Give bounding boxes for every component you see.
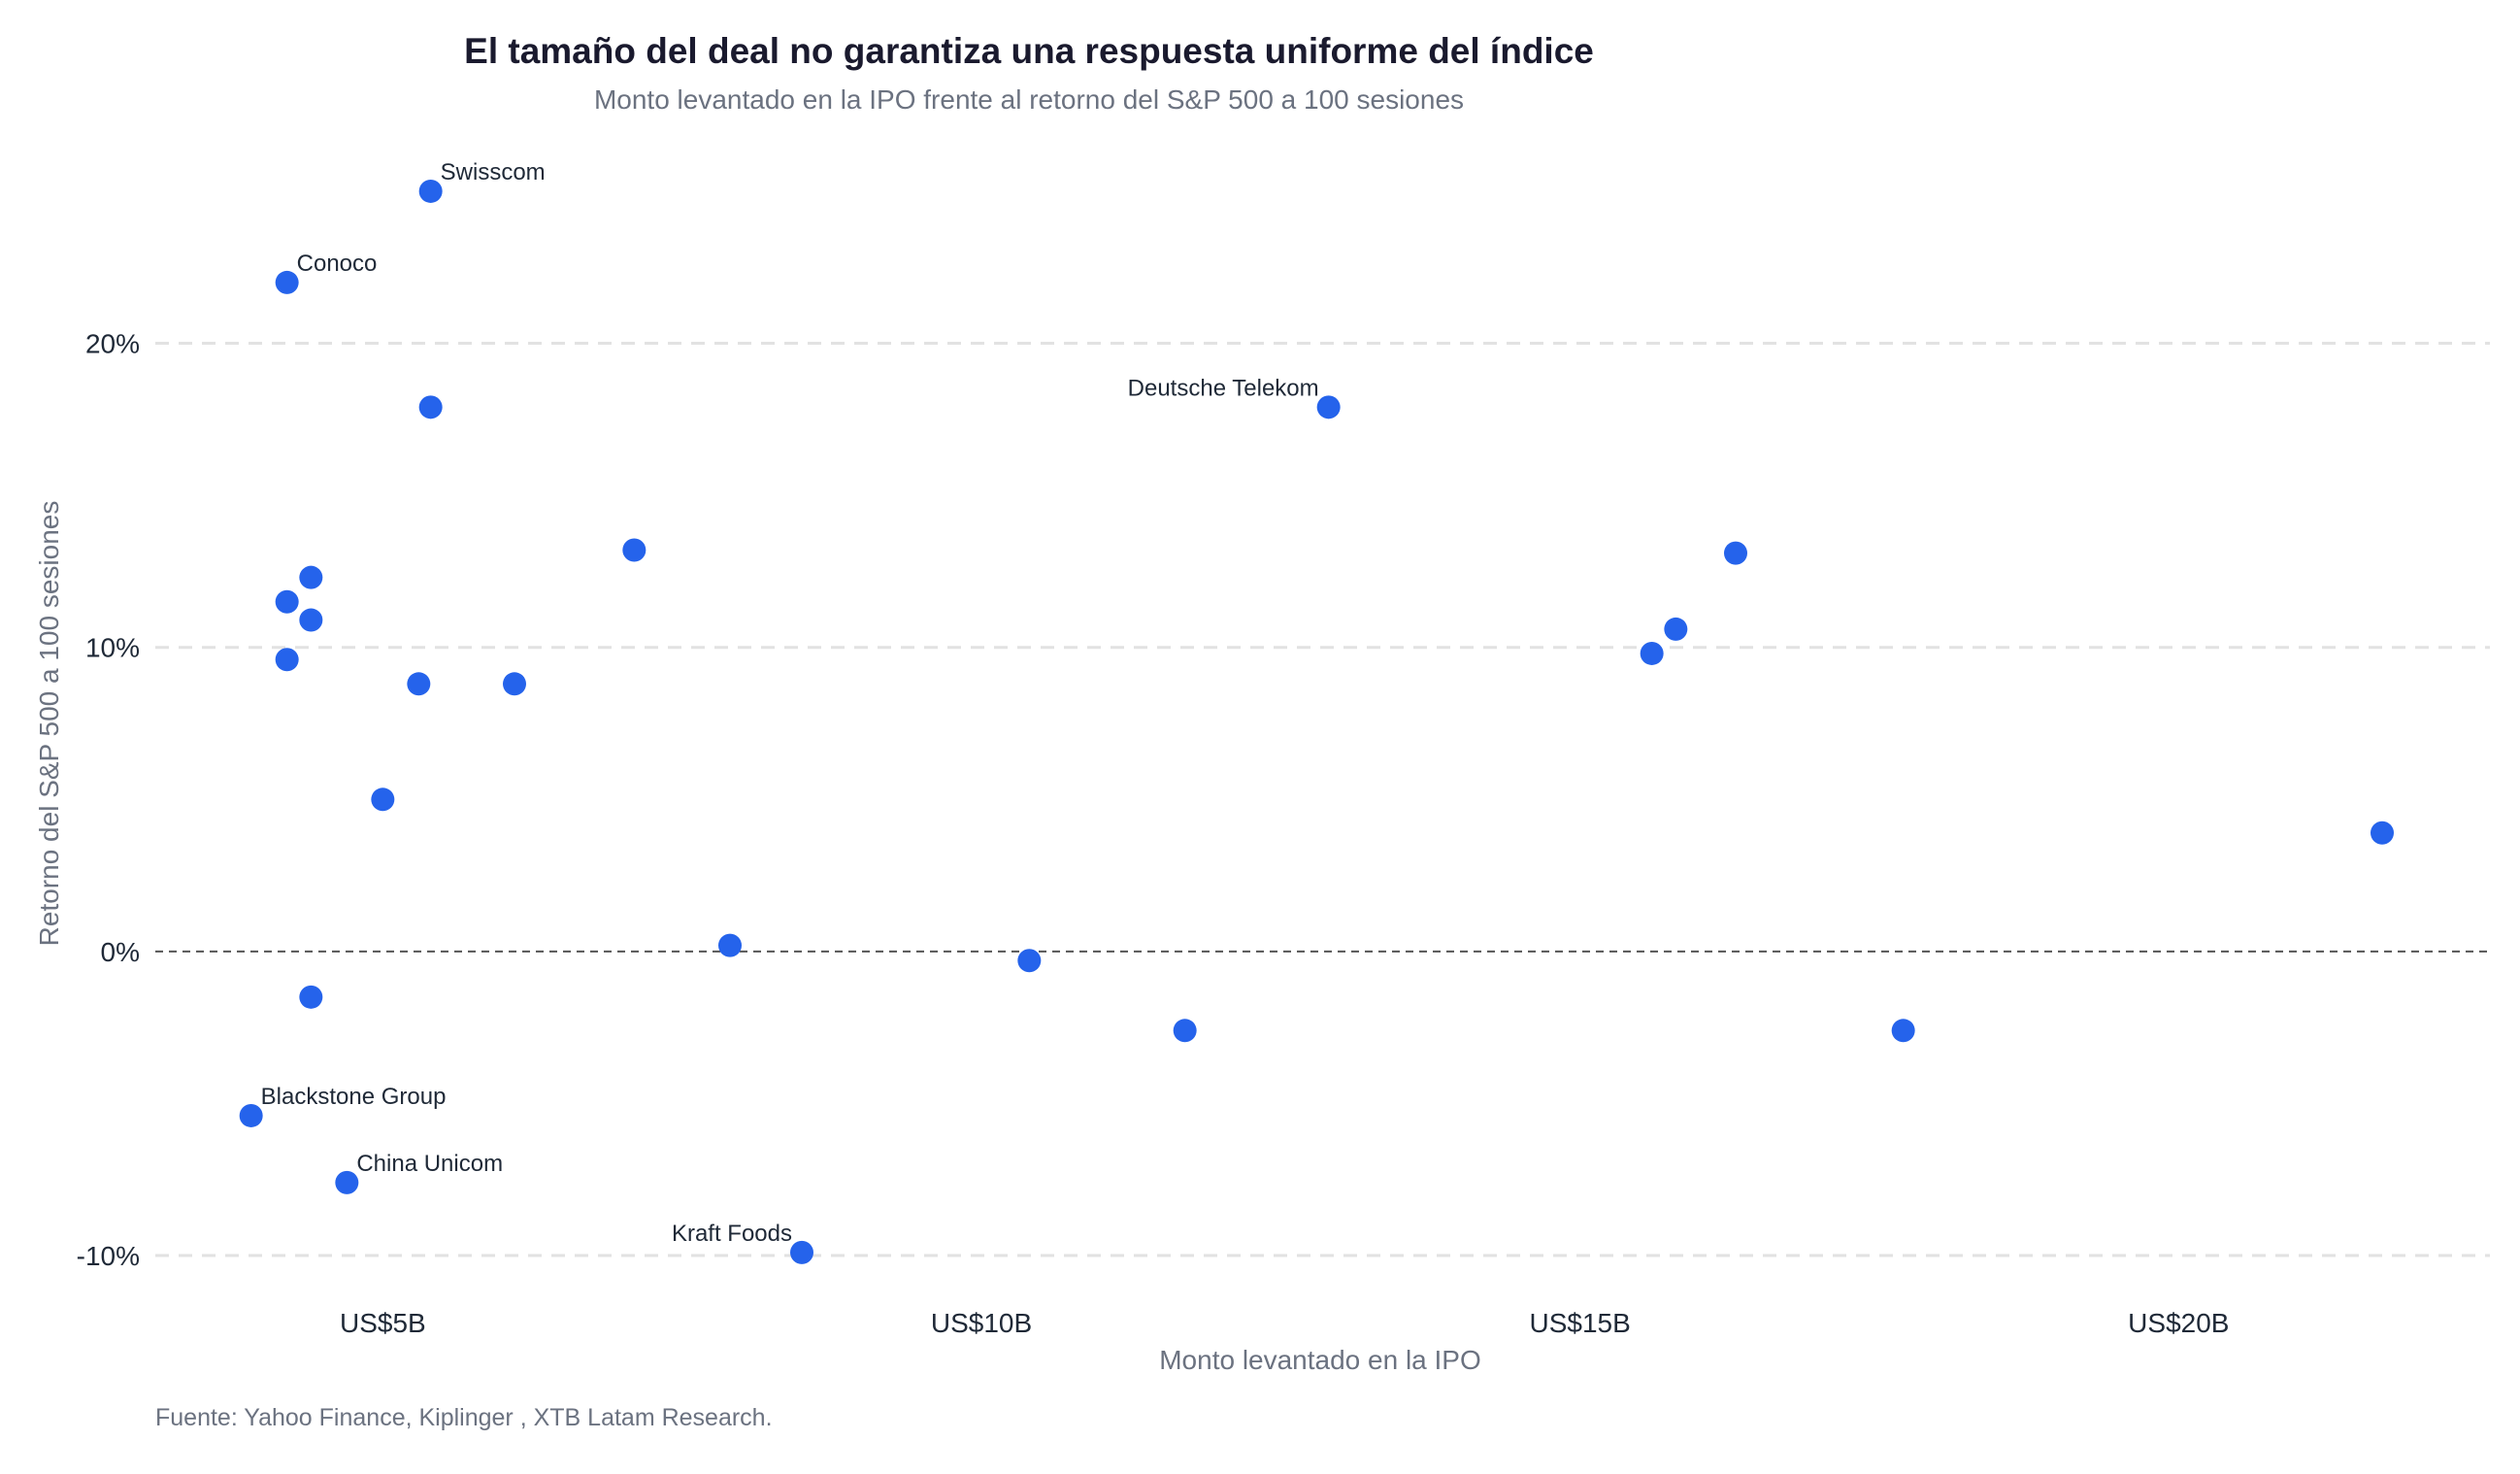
data-point xyxy=(299,985,323,1009)
data-point xyxy=(275,270,299,294)
x-tick-label: US$10B xyxy=(931,1308,1032,1338)
x-tick-label: US$15B xyxy=(1530,1308,1631,1338)
x-tick-label: US$20B xyxy=(2128,1308,2229,1338)
point-label: China Unicom xyxy=(356,1151,503,1177)
data-point xyxy=(371,787,395,812)
grid-lines xyxy=(155,342,2490,1257)
data-point xyxy=(239,1103,263,1127)
data-point xyxy=(418,395,443,419)
data-point xyxy=(1640,641,1664,665)
data-point xyxy=(1017,949,1042,973)
point-label: Conoco xyxy=(297,251,378,277)
data-point xyxy=(1724,541,1747,565)
chart-subtitle: Monto levantado en la IPO frente al reto… xyxy=(594,84,1464,115)
point-label: Kraft Foods xyxy=(672,1221,792,1247)
data-point xyxy=(1173,1019,1197,1043)
y-axis-label: Retorno del S&P 500 a 100 sesiones xyxy=(34,501,64,947)
point-annotations: Swisscom Conoco Deutsche Telekom Blackstone… xyxy=(261,159,1319,1247)
data-point xyxy=(1316,395,1341,419)
data-point xyxy=(2371,821,2394,845)
x-axis-ticks: US$5B US$10B US$15B US$20B xyxy=(340,1308,2230,1338)
data-point xyxy=(299,608,323,632)
point-label: Deutsche Telekom xyxy=(1128,375,1319,401)
y-tick-label: 0% xyxy=(101,937,140,967)
y-tick-label: -10% xyxy=(77,1241,140,1271)
data-point xyxy=(503,672,526,696)
y-axis-ticks: 20% 10% 0% -10% xyxy=(77,329,140,1271)
data-point xyxy=(407,672,431,696)
data-point xyxy=(790,1240,813,1264)
data-point xyxy=(275,589,299,614)
y-tick-label: 10% xyxy=(85,633,140,663)
data-points xyxy=(239,179,2394,1264)
x-axis-label: Monto levantado en la IPO xyxy=(1159,1345,1481,1375)
source-note: Fuente: Yahoo Finance, Kiplinger , XTB L… xyxy=(155,1404,773,1431)
data-point xyxy=(299,565,323,589)
point-label: Swisscom xyxy=(441,159,546,185)
data-point xyxy=(718,933,742,957)
y-tick-label: 20% xyxy=(85,329,140,359)
data-point xyxy=(1664,617,1688,641)
point-label: Blackstone Group xyxy=(261,1084,447,1110)
data-point xyxy=(1891,1019,1915,1043)
data-point xyxy=(622,538,647,562)
x-tick-label: US$5B xyxy=(340,1308,426,1338)
data-point xyxy=(418,179,443,203)
data-point xyxy=(275,648,299,672)
data-point xyxy=(335,1170,359,1194)
chart-title: El tamaño del deal no garantiza una resp… xyxy=(464,31,1594,71)
